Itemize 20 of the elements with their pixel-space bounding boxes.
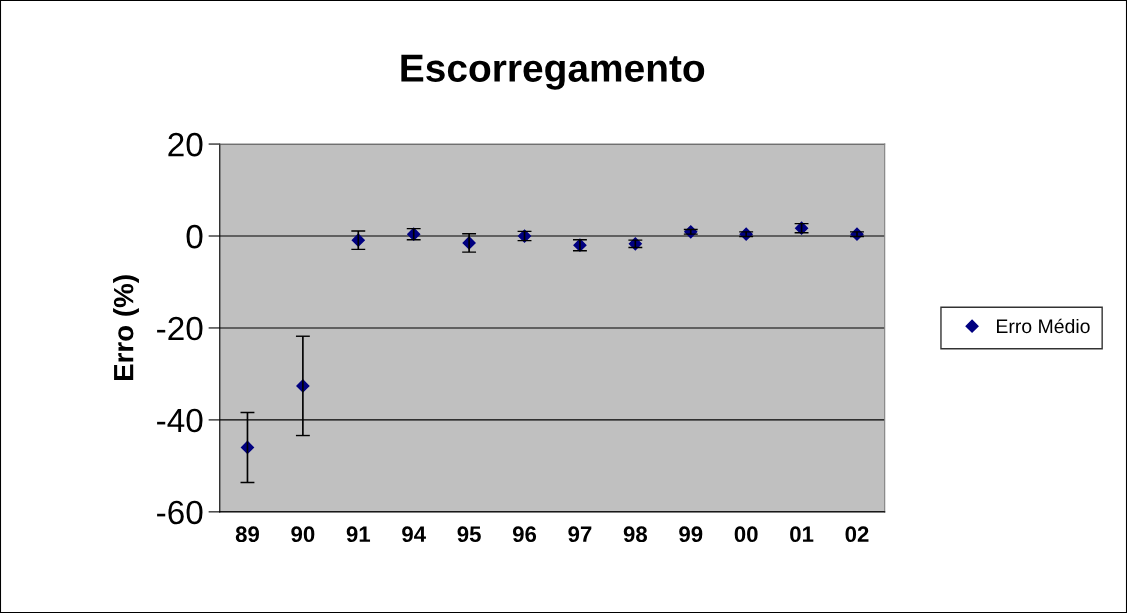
x-tick-label: 01	[790, 526, 814, 543]
y-tick-label: -60	[157, 500, 203, 525]
x-tick-label: 97	[568, 526, 592, 543]
y-tick-label: 20	[168, 132, 203, 157]
y-tick-label: -40	[157, 408, 203, 433]
x-tick-label: 00	[734, 526, 758, 543]
y-tick-label: -20	[157, 316, 203, 341]
x-tick-label: 91	[346, 526, 371, 543]
x-tick-label: 99	[679, 526, 703, 543]
x-tick-label: 95	[457, 526, 481, 543]
x-tick-label: 02	[845, 526, 869, 543]
x-tick-label: 96	[512, 526, 537, 543]
x-tick-label: 90	[291, 526, 315, 543]
x-tick-label: 89	[235, 526, 260, 543]
chart-title: Escorregamento	[401, 54, 705, 90]
y-axis-title: Erro (%)	[113, 275, 139, 381]
x-tick-label: 94	[402, 526, 426, 543]
y-tick-label: 0	[186, 224, 203, 249]
legend-label: Erro Médio	[997, 318, 1090, 334]
x-tick-label: 98	[623, 526, 648, 543]
